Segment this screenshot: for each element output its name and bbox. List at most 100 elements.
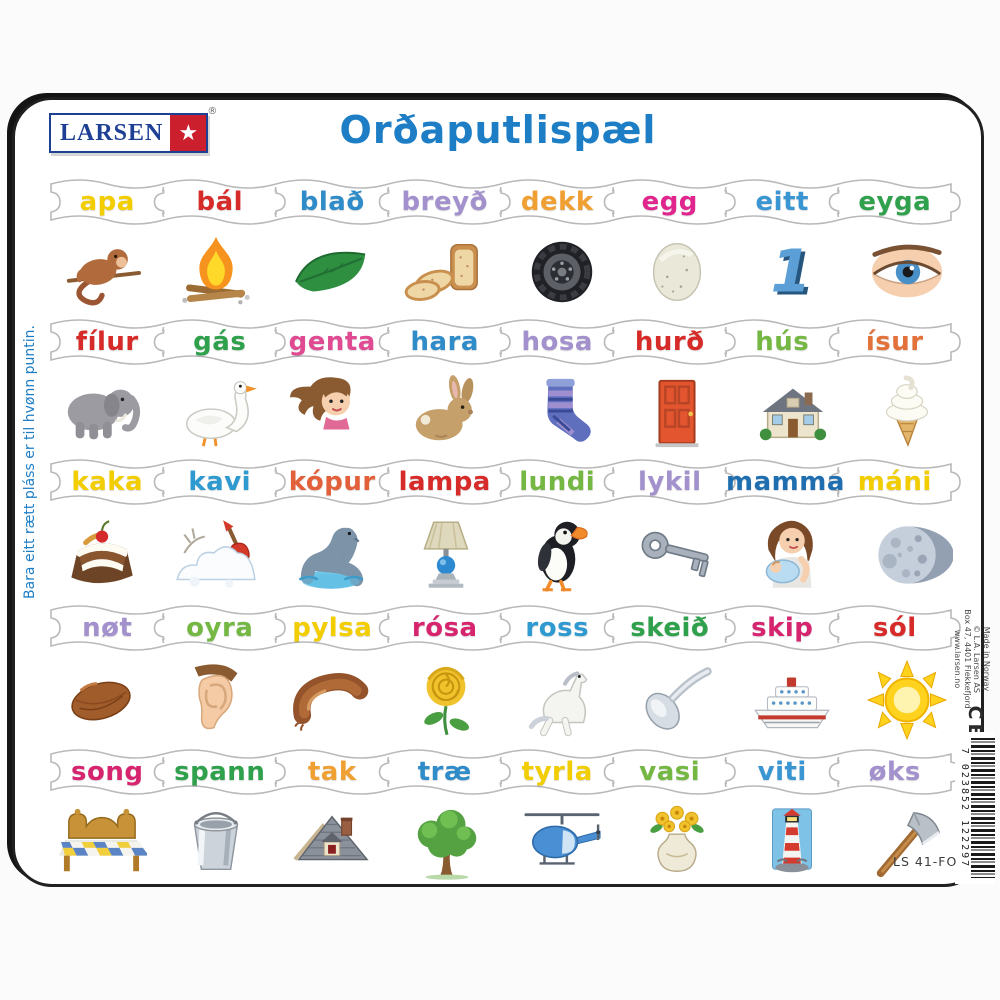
publisher-line: Box 47, 4401 Flekkefjord bbox=[963, 609, 972, 709]
picture-row bbox=[43, 656, 965, 744]
picture-cell bbox=[619, 656, 734, 744]
word-piece-eyga[interactable]: eyga bbox=[858, 187, 932, 217]
picture-cell bbox=[735, 370, 850, 454]
spoon-icon bbox=[645, 667, 712, 730]
nut-icon bbox=[70, 681, 131, 721]
word-piece-kópur[interactable]: kópur bbox=[288, 467, 376, 497]
word-piece-mamma[interactable]: mamma bbox=[726, 467, 845, 497]
cake-icon bbox=[70, 520, 133, 584]
snow-shovel-icon bbox=[176, 520, 256, 588]
picture-cell bbox=[619, 370, 734, 454]
word-piece-kaka[interactable]: kaka bbox=[71, 467, 144, 497]
word-piece-kavi[interactable]: kavi bbox=[188, 467, 252, 497]
word-piece-spann[interactable]: spann bbox=[174, 757, 266, 787]
word-piece-tyrla[interactable]: tyrla bbox=[521, 757, 593, 787]
picture-cell bbox=[389, 510, 504, 600]
word-piece-sól[interactable]: sól bbox=[872, 613, 917, 643]
word-piece-hosa[interactable]: hosa bbox=[521, 327, 593, 357]
word-piece-gás[interactable]: gás bbox=[193, 327, 247, 357]
word-piece-skeið[interactable]: skeið bbox=[630, 613, 710, 643]
horse-icon bbox=[528, 671, 588, 737]
sausage-icon bbox=[293, 673, 369, 731]
word-piece-lykil[interactable]: lykil bbox=[638, 467, 702, 497]
picture-cell bbox=[850, 800, 965, 884]
ship-icon bbox=[754, 677, 831, 729]
word-piece-pylsa[interactable]: pylsa bbox=[292, 613, 373, 643]
word-piece-fílur[interactable]: fílur bbox=[75, 327, 139, 357]
publisher-info: Made in Norway © L.A. Larsen AS Box 47, … bbox=[953, 601, 992, 717]
word-piece-viti[interactable]: viti bbox=[757, 757, 807, 787]
word-piece-skip[interactable]: skip bbox=[751, 613, 814, 643]
picture-row bbox=[43, 370, 965, 454]
word-strip-outline bbox=[50, 749, 961, 795]
word-piece-dekk[interactable]: dekk bbox=[520, 187, 594, 217]
roof-icon bbox=[293, 815, 369, 861]
picture-cell bbox=[158, 656, 273, 744]
word-strip-outline bbox=[50, 179, 961, 225]
picture-cell bbox=[504, 370, 619, 454]
word-strip-outline bbox=[50, 605, 961, 651]
icecream-icon bbox=[886, 375, 929, 448]
word-piece-oyra[interactable]: oyra bbox=[186, 613, 254, 643]
fire-icon bbox=[182, 236, 250, 305]
vase-icon bbox=[650, 805, 704, 872]
picture-cell bbox=[43, 230, 158, 314]
word-piece-song[interactable]: song bbox=[71, 757, 144, 787]
word-strip: song spann tak træ tyrla vasi viti øks bbox=[47, 744, 965, 800]
eye-icon bbox=[872, 244, 943, 298]
moon-icon bbox=[878, 526, 954, 584]
picture-row bbox=[43, 800, 965, 884]
word-piece-hara[interactable]: hara bbox=[410, 327, 479, 357]
word-piece-bál[interactable]: bál bbox=[196, 187, 244, 217]
puzzle-row: song spann tak træ tyrla vasi viti øks bbox=[15, 744, 981, 884]
word-piece-lampa[interactable]: lampa bbox=[398, 467, 491, 497]
word-piece-nøt[interactable]: nøt bbox=[82, 613, 133, 643]
picture-cell bbox=[735, 800, 850, 884]
sock-icon bbox=[546, 378, 591, 442]
word-piece-ross[interactable]: ross bbox=[525, 613, 590, 643]
product-code: LS 41-FO bbox=[893, 854, 958, 869]
picture-cell bbox=[504, 656, 619, 744]
word-piece-lundi[interactable]: lundi bbox=[519, 467, 596, 497]
word-piece-vasi[interactable]: vasi bbox=[639, 757, 701, 787]
word-piece-blað[interactable]: blað bbox=[299, 187, 365, 217]
word-piece-genta[interactable]: genta bbox=[288, 327, 376, 357]
picture-cell bbox=[504, 800, 619, 884]
puzzle-board: LARSEN ★ ® Orðaputlispæl Bara eitt rætt … bbox=[12, 97, 995, 887]
word-piece-hurð[interactable]: hurð bbox=[634, 327, 705, 357]
puzzle-row: fílur gás genta hara hosa hurð hús ísur bbox=[15, 314, 981, 454]
mother-icon bbox=[765, 520, 813, 588]
picture-cell bbox=[158, 800, 273, 884]
word-piece-hús[interactable]: hús bbox=[755, 327, 810, 357]
word-piece-rósa[interactable]: rósa bbox=[411, 613, 478, 643]
page-title: Orðaputlispæl bbox=[339, 108, 657, 152]
barcode-digits: 7 023852 122297 bbox=[959, 747, 970, 869]
picture-cell bbox=[850, 656, 965, 744]
picture-cell bbox=[504, 230, 619, 314]
picture-cell bbox=[735, 510, 850, 600]
puzzle-row: kaka kavi kópur lampa lundi lykil mamma máni bbox=[15, 454, 981, 600]
word-piece-apa[interactable]: apa bbox=[79, 187, 135, 217]
lighthouse-icon bbox=[772, 808, 813, 873]
picture-cell bbox=[619, 510, 734, 600]
word-piece-træ[interactable]: træ bbox=[417, 757, 472, 787]
word-piece-breyð[interactable]: breyð bbox=[401, 187, 488, 217]
publisher-line: www.larsen.no bbox=[953, 629, 963, 689]
door-icon bbox=[655, 379, 699, 448]
svg-text:1: 1 bbox=[771, 238, 812, 306]
barcode-bars-icon bbox=[971, 738, 995, 878]
word-piece-tak[interactable]: tak bbox=[307, 757, 357, 787]
larsen-logo-text: LARSEN bbox=[60, 120, 164, 146]
publisher-line: Made in Norway bbox=[982, 626, 991, 692]
picture-cell bbox=[158, 370, 273, 454]
word-piece-eitt[interactable]: eitt bbox=[755, 187, 809, 217]
word-piece-ísur[interactable]: ísur bbox=[865, 327, 924, 357]
picture-cell bbox=[158, 230, 273, 314]
picture-cell bbox=[43, 370, 158, 454]
word-piece-øks[interactable]: øks bbox=[868, 757, 921, 787]
word-piece-máni[interactable]: máni bbox=[857, 467, 932, 497]
word-piece-egg[interactable]: egg bbox=[641, 187, 698, 217]
picture-cell bbox=[850, 370, 965, 454]
egg-icon bbox=[652, 242, 702, 302]
